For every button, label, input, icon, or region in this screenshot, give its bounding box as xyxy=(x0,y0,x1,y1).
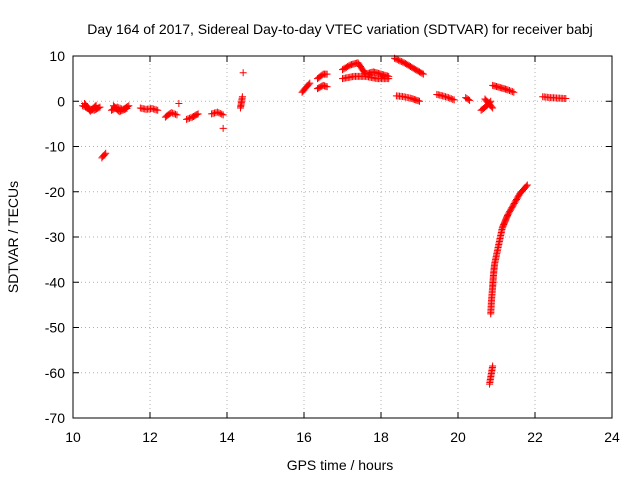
data-point xyxy=(102,149,110,157)
data-point xyxy=(167,109,175,117)
data-point xyxy=(419,70,427,78)
data-point xyxy=(522,182,530,190)
x-tick-label: 16 xyxy=(296,429,312,445)
y-axis: 10 0 -10 -20 -30 -40 -50 -60 -70 xyxy=(45,48,612,426)
data-point xyxy=(446,94,454,102)
y-tick-label: -20 xyxy=(45,184,65,200)
data-point xyxy=(562,95,570,103)
data-point xyxy=(239,69,247,77)
data-point xyxy=(213,108,221,116)
data-point xyxy=(508,88,516,96)
data-point xyxy=(175,100,183,108)
data-point xyxy=(510,88,518,96)
data-point xyxy=(238,93,246,101)
y-tick-label: -30 xyxy=(45,229,65,245)
data-point xyxy=(170,110,178,118)
data-point xyxy=(91,102,99,110)
data-point xyxy=(194,110,202,118)
data-point xyxy=(101,150,109,158)
data-point xyxy=(173,111,181,119)
data-point xyxy=(184,115,192,123)
x-axis: 10 12 14 16 18 20 22 24 xyxy=(65,56,620,445)
y-tick-label: 10 xyxy=(49,48,65,64)
x-tick-label: 18 xyxy=(373,429,389,445)
data-point xyxy=(172,110,180,118)
data-point xyxy=(183,115,191,123)
chart-title: Day 164 of 2017, Sidereal Day-to-day VTE… xyxy=(87,21,593,37)
data-point xyxy=(464,95,472,103)
data-point xyxy=(447,95,455,103)
data-point xyxy=(323,83,331,91)
data-point xyxy=(385,75,393,83)
data-point xyxy=(219,111,227,119)
data-point xyxy=(218,110,226,118)
y-tick-label: -60 xyxy=(45,365,65,381)
x-tick-label: 12 xyxy=(142,429,158,445)
data-point xyxy=(505,87,513,95)
x-tick-label: 22 xyxy=(527,429,543,445)
y-axis-label: SDTVAR / TECUs xyxy=(5,181,21,293)
data-point xyxy=(488,103,496,111)
x-tick-label: 20 xyxy=(450,429,466,445)
data-point xyxy=(92,101,100,109)
y-tick-label: 0 xyxy=(57,93,65,109)
data-points xyxy=(79,54,570,388)
data-point xyxy=(215,109,223,117)
data-point xyxy=(418,69,426,77)
x-tick-label: 14 xyxy=(219,429,235,445)
data-point xyxy=(489,104,497,112)
data-point xyxy=(466,96,474,104)
data-point xyxy=(323,70,331,78)
data-point xyxy=(305,80,313,88)
y-tick-label: -10 xyxy=(45,139,65,155)
data-point xyxy=(193,111,201,119)
data-point xyxy=(123,104,131,112)
x-axis-label: GPS time / hours xyxy=(287,457,394,473)
data-point xyxy=(449,95,457,103)
data-point xyxy=(489,362,497,370)
data-point xyxy=(450,96,458,104)
grid-lines xyxy=(73,56,612,418)
data-point xyxy=(504,86,512,94)
data-point xyxy=(219,124,227,132)
y-tick-label: -70 xyxy=(45,410,65,426)
data-point xyxy=(122,105,130,113)
data-point xyxy=(306,79,314,87)
y-tick-label: -50 xyxy=(45,320,65,336)
data-point xyxy=(523,181,531,189)
data-point xyxy=(154,106,162,114)
x-tick-label: 24 xyxy=(604,429,620,445)
data-point xyxy=(216,109,224,117)
data-point xyxy=(444,94,452,102)
y-tick-label: -40 xyxy=(45,274,65,290)
data-point xyxy=(416,97,423,105)
data-point xyxy=(169,109,177,117)
x-tick-label: 10 xyxy=(65,429,81,445)
data-point xyxy=(185,114,193,122)
data-point xyxy=(507,87,515,95)
